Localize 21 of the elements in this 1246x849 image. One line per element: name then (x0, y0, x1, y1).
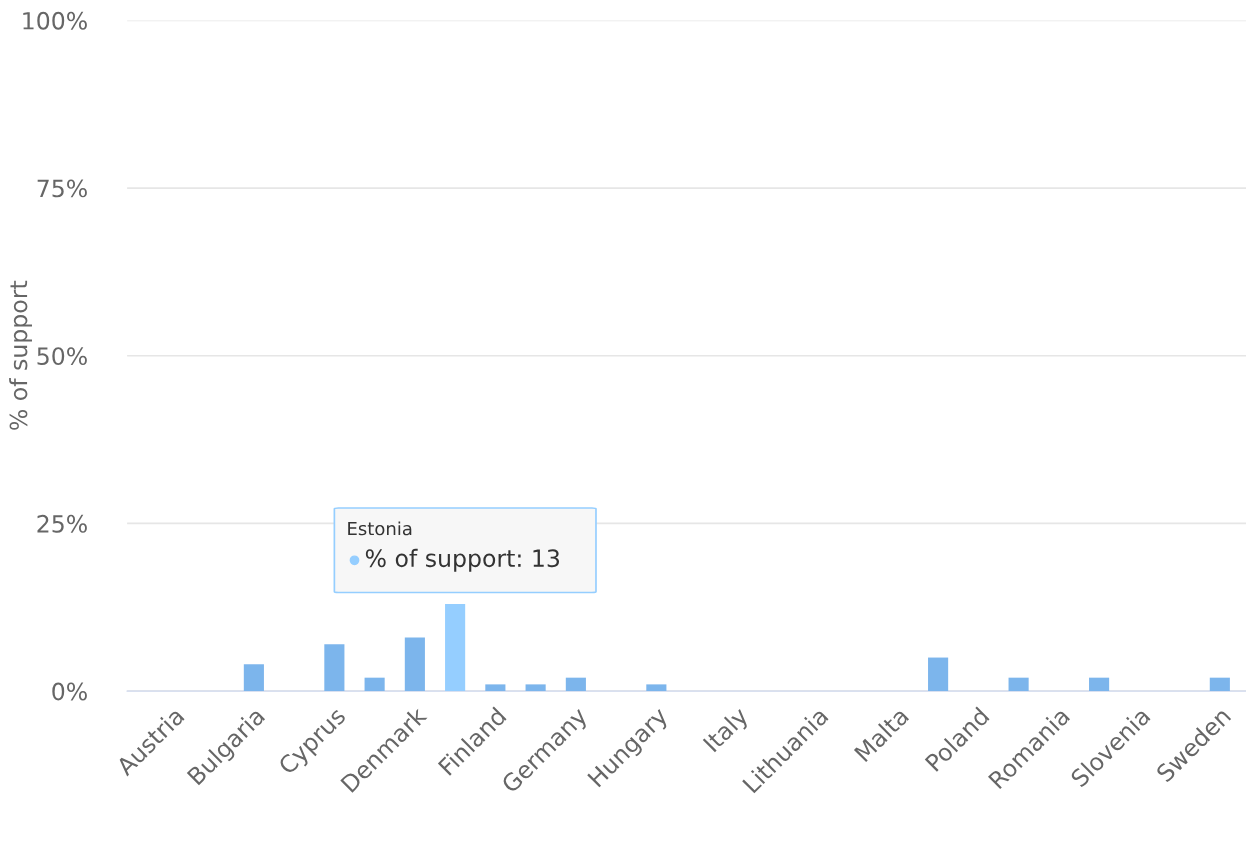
annotation: Estonia (348, 521, 412, 536)
y-tick-label: 25% (37, 514, 87, 533)
y-tick-label: 75% (37, 179, 87, 198)
bar (485, 684, 506, 692)
bar (445, 603, 466, 692)
bar (1008, 677, 1029, 692)
bar (364, 677, 385, 692)
bar (1089, 677, 1110, 692)
y-axis-title: % of support (9, 280, 32, 430)
bar (928, 657, 949, 692)
bar (525, 684, 546, 692)
bar (1209, 677, 1230, 692)
bar (324, 644, 345, 692)
y-tick-label: 100% (23, 11, 87, 30)
annotation: % of support: 13 (365, 548, 560, 572)
y-tick-label: 50% (37, 347, 87, 366)
y-tick-label: 0% (52, 682, 87, 701)
bar (404, 637, 425, 692)
bar (565, 677, 586, 692)
bar (243, 664, 264, 692)
bar (646, 684, 667, 692)
